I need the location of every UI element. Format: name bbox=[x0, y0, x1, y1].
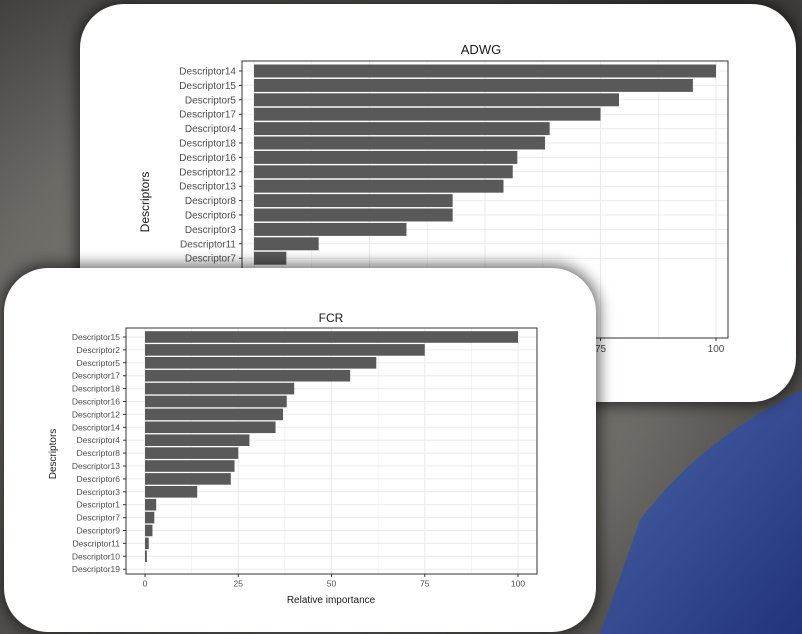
y-tick-label: Descriptor6 bbox=[77, 474, 121, 484]
bar bbox=[145, 460, 235, 472]
y-tick-label: Descriptor14 bbox=[72, 422, 120, 432]
adwg-y-axis-title: Descriptors bbox=[138, 172, 152, 233]
bar bbox=[254, 64, 716, 78]
bar bbox=[145, 537, 149, 550]
bar bbox=[254, 179, 504, 193]
y-tick-label: Descriptor17 bbox=[72, 371, 120, 381]
y-tick-label: Descriptor13 bbox=[179, 182, 236, 193]
bar bbox=[254, 237, 319, 251]
y-tick-label: Descriptor10 bbox=[72, 551, 120, 561]
y-tick-label: Descriptor12 bbox=[179, 167, 236, 178]
bar bbox=[145, 331, 518, 343]
fcr-chart-card: FCR Relative importance Descriptors Desc… bbox=[4, 268, 596, 632]
bar bbox=[145, 434, 250, 447]
adwg-chart-title: ADWG bbox=[461, 42, 501, 57]
y-tick-label: Descriptor12 bbox=[72, 409, 120, 419]
fcr-x-axis-title: Relative importance bbox=[287, 595, 376, 606]
bar bbox=[145, 344, 425, 356]
bar bbox=[254, 165, 513, 179]
y-tick-label: Descriptor5 bbox=[77, 358, 121, 368]
bar bbox=[145, 550, 147, 563]
y-tick-label: Descriptor5 bbox=[185, 95, 237, 106]
x-tick-label: 25 bbox=[234, 579, 244, 589]
bar bbox=[254, 251, 287, 265]
x-tick-label: 0 bbox=[143, 579, 148, 589]
bar bbox=[254, 107, 601, 121]
bar bbox=[254, 150, 518, 164]
y-tick-label: Descriptor15 bbox=[72, 332, 120, 342]
y-tick-label: Descriptor6 bbox=[185, 211, 237, 222]
bar bbox=[145, 447, 239, 459]
bar bbox=[145, 369, 351, 382]
y-tick-label: Descriptor4 bbox=[77, 435, 121, 445]
fcr-chart: FCR Relative importance Descriptors Desc… bbox=[48, 311, 538, 606]
y-tick-label: Descriptor7 bbox=[185, 254, 237, 265]
y-tick-label: Descriptor11 bbox=[72, 538, 120, 548]
bar bbox=[145, 485, 198, 498]
bar bbox=[254, 136, 546, 150]
y-tick-label: Descriptor18 bbox=[72, 384, 120, 394]
bar bbox=[254, 122, 550, 136]
y-tick-label: Descriptor13 bbox=[72, 461, 120, 471]
x-tick-label: 100 bbox=[708, 344, 725, 355]
y-tick-label: Descriptor14 bbox=[179, 67, 236, 78]
bar bbox=[145, 408, 284, 421]
y-tick-label: Descriptor1 bbox=[77, 500, 121, 510]
bar bbox=[145, 511, 155, 524]
y-tick-label: Descriptor19 bbox=[72, 564, 120, 574]
x-tick-label: 50 bbox=[327, 579, 337, 589]
y-tick-label: Descriptor15 bbox=[179, 81, 236, 92]
y-tick-label: Descriptor16 bbox=[179, 153, 236, 164]
bar bbox=[254, 222, 407, 236]
bar bbox=[145, 524, 153, 537]
bar bbox=[145, 382, 295, 395]
bar bbox=[145, 421, 276, 434]
bar bbox=[145, 395, 287, 408]
x-tick-label: 100 bbox=[511, 579, 525, 589]
y-tick-label: Descriptor9 bbox=[77, 525, 121, 535]
bar bbox=[254, 93, 619, 107]
bar bbox=[145, 473, 231, 485]
y-tick-label: Descriptor18 bbox=[179, 139, 236, 150]
bar bbox=[254, 194, 453, 208]
y-tick-label: Descriptor16 bbox=[72, 396, 120, 406]
fcr-y-axis-title: Descriptors bbox=[48, 429, 59, 480]
y-tick-label: Descriptor8 bbox=[77, 448, 121, 458]
bar bbox=[254, 208, 453, 222]
y-tick-label: Descriptor2 bbox=[77, 345, 121, 355]
bar bbox=[145, 356, 377, 369]
x-tick-label: 75 bbox=[420, 579, 430, 589]
x-tick-label: 75 bbox=[595, 344, 607, 355]
bar bbox=[145, 498, 157, 511]
y-tick-label: Descriptor3 bbox=[185, 225, 237, 236]
fcr-chart-title: FCR bbox=[319, 311, 344, 325]
y-tick-label: Descriptor11 bbox=[180, 239, 236, 250]
y-tick-label: Descriptor8 bbox=[185, 196, 237, 207]
bar bbox=[254, 78, 693, 92]
y-tick-label: Descriptor3 bbox=[77, 487, 121, 497]
y-tick-label: Descriptor4 bbox=[185, 124, 237, 135]
y-tick-label: Descriptor17 bbox=[179, 110, 236, 121]
y-tick-label: Descriptor7 bbox=[77, 513, 121, 523]
